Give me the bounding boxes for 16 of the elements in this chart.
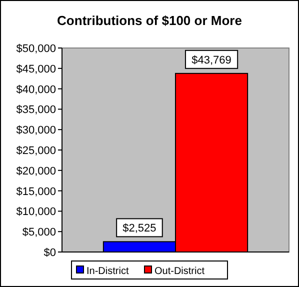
y-tick-label: $50,000: [16, 43, 56, 55]
y-tick-label: $40,000: [16, 84, 56, 96]
chart-title: Contributions of $100 or More: [57, 13, 242, 28]
y-tick-label: $0: [44, 247, 56, 259]
legend-label: In-District: [86, 266, 129, 277]
y-tick-label: $5,000: [22, 226, 56, 239]
y-tick-label: $30,000: [16, 124, 56, 137]
text: $43,769: [192, 54, 232, 66]
y-tick-label: $25,000: [16, 145, 56, 157]
y-tick-label: $10,000: [16, 206, 56, 218]
y-tick-label: $15,000: [16, 186, 56, 198]
y-tick-label: $45,000: [16, 63, 56, 76]
text: $2,525: [122, 222, 156, 235]
y-tick-label: $35,000: [16, 104, 56, 116]
legend-label: Out-District: [154, 266, 205, 277]
y-tick-label: $20,000: [16, 165, 56, 178]
